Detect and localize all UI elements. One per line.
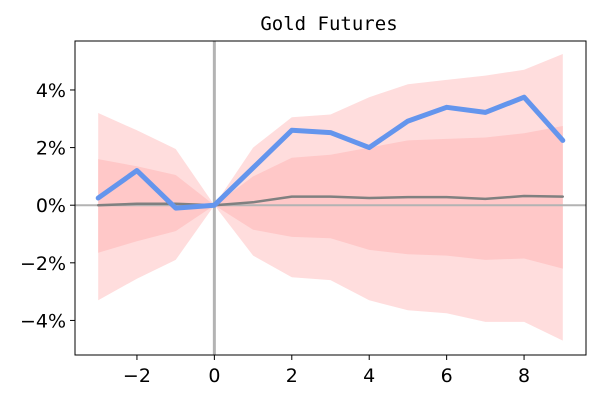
x-tick-label: 6	[441, 365, 453, 387]
y-tick-label: −4%	[20, 310, 66, 332]
x-axis: −2 0 2 4 6 8	[123, 355, 530, 387]
y-tick-label: 0%	[36, 195, 66, 217]
y-tick-label: 2%	[36, 138, 66, 160]
series-lines	[95, 94, 566, 211]
actual-line	[95, 94, 566, 211]
reference-lines	[75, 41, 586, 355]
y-tick-label: −2%	[20, 253, 66, 275]
median-line	[96, 194, 565, 207]
chart-title: Gold Futures	[260, 13, 397, 35]
x-tick-label: 4	[363, 365, 375, 387]
x-tick-label: −2	[123, 365, 151, 387]
x-tick-label: 8	[518, 365, 530, 387]
plot-area	[75, 41, 586, 355]
y-axis: −4% −2% 0% 2% 4%	[20, 80, 75, 332]
x-tick-label: 0	[208, 365, 220, 387]
plot-frame	[74, 40, 587, 356]
y-tick-label: 4%	[36, 80, 66, 102]
x-tick-label: 2	[286, 365, 298, 387]
